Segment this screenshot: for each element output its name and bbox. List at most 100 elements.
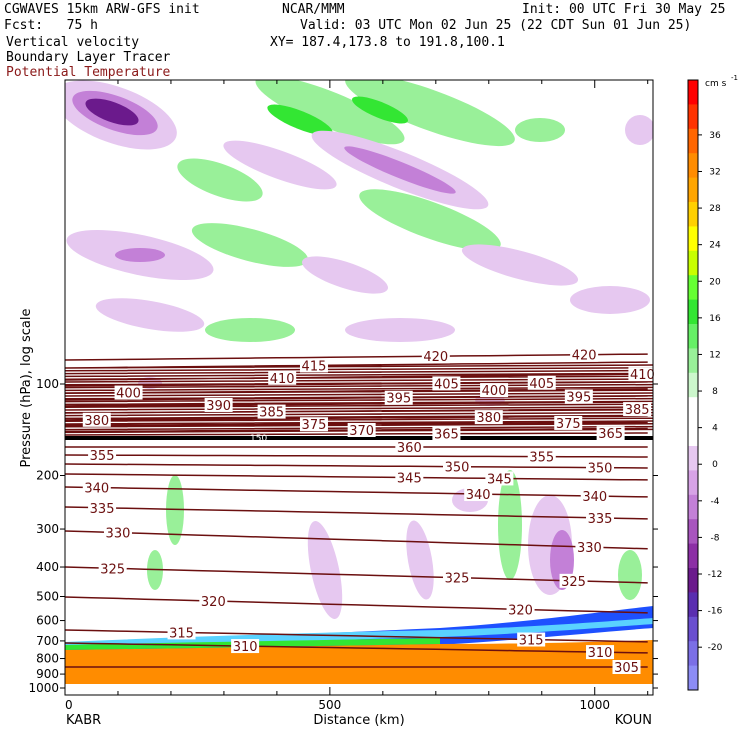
colorbar-swatch <box>688 665 698 691</box>
colorbar-swatch <box>688 250 698 276</box>
theta-label-bg <box>82 412 111 427</box>
theta-label-bg <box>421 349 450 364</box>
field-potential-temperature: Potential Temperature <box>6 65 171 80</box>
theta-label-bg <box>347 422 376 437</box>
theta-label-bg <box>395 470 424 485</box>
theta-label-bg <box>114 385 143 400</box>
colorbar-label: 8 <box>712 387 718 397</box>
left-endpoint-label: KABR <box>66 713 101 728</box>
colorbar-label: 0 <box>712 460 718 470</box>
theta-label-bg <box>485 471 514 486</box>
theta-label-bg <box>82 480 111 495</box>
theta-label-395: 395 <box>566 391 591 406</box>
theta-label-bg <box>88 500 117 515</box>
colorbar-swatch <box>688 153 698 179</box>
theta-label-305: 305 <box>614 661 639 676</box>
theta-label-340: 340 <box>84 482 109 497</box>
theta-label-345: 345 <box>397 472 422 487</box>
colorbar-label: 28 <box>709 204 721 214</box>
theta-label-380: 380 <box>84 414 109 429</box>
y-tick-label: 800 <box>36 652 59 666</box>
colorbar-swatch <box>688 275 698 301</box>
colorbar-swatch <box>688 568 698 593</box>
x-tick-label: 0 <box>65 698 73 712</box>
colorbar-swatch <box>688 177 698 203</box>
theta-label-bg <box>623 402 652 417</box>
theta-label-360: 360 <box>397 441 422 456</box>
y-tick-label: 600 <box>36 614 59 628</box>
colorbar-swatch <box>688 470 698 496</box>
colorbar-swatch <box>688 616 698 642</box>
theta-label-330: 330 <box>577 541 602 556</box>
distance-axis: 0 500 1000 <box>64 80 649 712</box>
x-tick-label: 500 <box>318 698 341 712</box>
colorbar-units-exponent: -1 <box>731 74 738 82</box>
theta-label-410: 410 <box>270 372 295 387</box>
theta-label-bg <box>432 376 461 391</box>
colorbar: 36 32 28 24 20 16 12 8 4 0 -4 -8 -12 -16 -20 <box>687 79 723 691</box>
theta-label-bg <box>98 561 127 576</box>
theta-label-355: 355 <box>90 449 115 464</box>
colorbar-frame <box>687 79 699 691</box>
theta-label-bg <box>432 426 461 441</box>
colorbar-swatch <box>688 128 698 154</box>
org-label: NCAR/MMM <box>282 2 345 17</box>
colorbar-label: 4 <box>712 424 718 434</box>
theta-label-bg <box>506 602 535 617</box>
theta-label-400: 400 <box>482 384 507 399</box>
theta-label-345: 345 <box>487 472 512 487</box>
colorbar-label: 32 <box>709 167 720 177</box>
theta-label-bg <box>586 645 615 660</box>
theta-label-bg <box>612 660 641 674</box>
y-tick-label: 400 <box>36 560 59 574</box>
colorbar-label: 36 <box>709 131 721 141</box>
theta-label-330: 330 <box>106 527 131 542</box>
theta-label-bg <box>527 449 556 464</box>
theta-label-355: 355 <box>529 451 554 466</box>
init-time: Init: 00 UTC Fri 30 May 25 <box>522 2 726 17</box>
colorbar-swatch <box>688 299 698 325</box>
theta-label-335: 335 <box>588 512 613 527</box>
theta-label-bg <box>384 390 413 405</box>
theta-label-bg <box>480 383 509 398</box>
theta-label-bg <box>554 415 583 430</box>
colorbar-swatch <box>688 421 698 447</box>
theta-label-bg <box>586 510 615 525</box>
theta-label-315: 315 <box>169 626 194 641</box>
theta-label-bg <box>299 417 328 432</box>
theta-label-365: 365 <box>434 428 459 443</box>
y-tick-label: 500 <box>36 589 59 603</box>
colorbar-swatch <box>688 519 698 545</box>
theta-label-bg <box>586 460 615 475</box>
theta-label-385: 385 <box>625 403 650 418</box>
theta-label-bg <box>443 459 471 474</box>
y-tick-label: 1000 <box>28 681 59 695</box>
theta-label-415: 415 <box>302 359 327 374</box>
tropopause-label: 150 <box>250 434 267 444</box>
x-axis-label: Distance (km) <box>313 713 404 728</box>
theta-label-420: 420 <box>423 350 448 365</box>
theta-label-bg <box>257 404 286 419</box>
theta-label-400: 400 <box>116 387 141 402</box>
theta-label-310: 310 <box>588 646 613 661</box>
theta-label-bg <box>559 573 588 588</box>
theta-label-370: 370 <box>349 424 374 439</box>
theta-label-bg <box>517 632 546 647</box>
y-tick-label: 900 <box>36 667 59 681</box>
theta-label-350: 350 <box>588 462 613 477</box>
colorbar-units: cm s <box>705 79 727 89</box>
forecast-hour: Fcst: 75 h <box>4 18 98 33</box>
theta-label-325: 325 <box>100 562 125 577</box>
theta-label-335: 335 <box>90 502 115 517</box>
theta-label-310: 310 <box>233 640 258 655</box>
model-title: CGWAVES 15km ARW-GFS init <box>4 2 200 17</box>
theta-label-405: 405 <box>529 377 554 392</box>
colorbar-label: 12 <box>709 350 720 360</box>
theta-label-385: 385 <box>259 406 284 421</box>
colorbar-swatch <box>688 104 698 130</box>
theta-label-bg <box>443 570 471 585</box>
theta-label-bg <box>395 440 424 454</box>
